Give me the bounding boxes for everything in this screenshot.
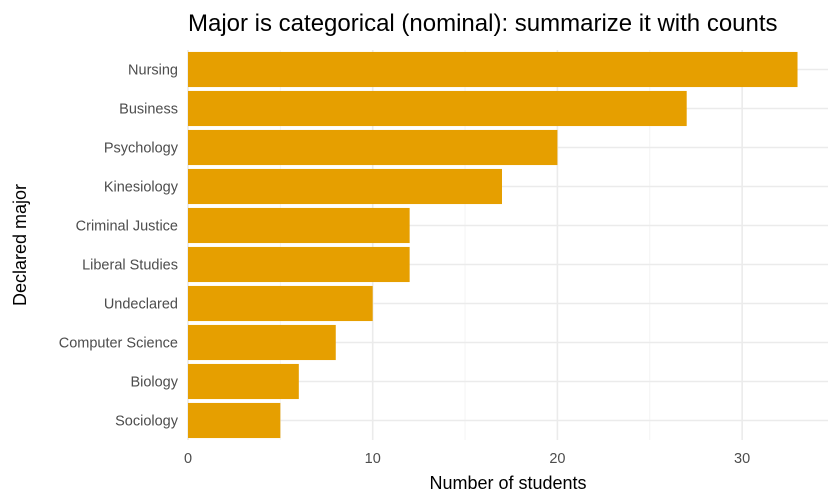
- bar-business: [188, 90, 687, 127]
- y-tick-label: Kinesiology: [104, 180, 179, 196]
- bar-nursing: [188, 51, 798, 88]
- x-tick-label: 20: [549, 451, 565, 467]
- y-tick-label: Biology: [130, 375, 178, 391]
- x-axis-title: Number of students: [429, 473, 586, 493]
- y-tick-label: Psychology: [104, 141, 179, 157]
- bar-undeclared: [188, 285, 373, 322]
- x-axis-tick-labels: 0 10 20 30: [184, 451, 750, 467]
- y-tick-label: Liberal Studies: [82, 258, 178, 274]
- y-axis-tick-labels: Nursing Business Psychology Kinesiology Crim…: [59, 63, 179, 430]
- y-tick-label: Undeclared: [104, 297, 178, 313]
- y-tick-label: Computer Science: [59, 336, 178, 352]
- y-tick-label: Sociology: [115, 414, 179, 430]
- bar-sociology: [188, 402, 281, 439]
- x-tick-label: 10: [365, 451, 381, 467]
- bar-kinesiology: [188, 168, 502, 205]
- y-tick-label: Criminal Justice: [76, 219, 178, 235]
- x-tick-label: 30: [734, 451, 750, 467]
- chart-title: Major is categorical (nominal): summariz…: [188, 10, 778, 37]
- x-tick-label: 0: [184, 451, 192, 467]
- y-tick-label: Nursing: [128, 63, 178, 79]
- bar-psychology: [188, 129, 558, 166]
- bar-computer-science: [188, 324, 336, 361]
- bar-criminal-justice: [188, 207, 410, 244]
- bar-liberal-studies: [188, 246, 410, 283]
- y-axis-title: Declared major: [10, 184, 30, 306]
- bar-biology: [188, 363, 299, 400]
- bars: [188, 51, 798, 439]
- y-tick-label: Business: [119, 102, 178, 118]
